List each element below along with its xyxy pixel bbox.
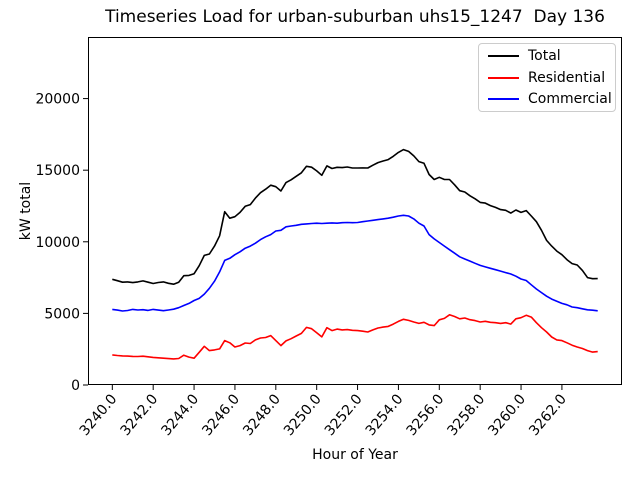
- series-line-residential: [112, 313, 598, 360]
- y-tick-label: 10000: [35, 235, 80, 251]
- series-line-total: [112, 148, 598, 286]
- x-axis-label: Hour of Year: [312, 447, 398, 463]
- x-tick-label: 3254.0: [363, 391, 407, 439]
- legend-line-sample: [488, 76, 519, 79]
- x-tick-label: 3258.0: [444, 391, 488, 439]
- x-tick-label: 3240.0: [77, 391, 121, 439]
- legend-line-sample: [488, 97, 519, 100]
- x-tick-label: 3252.0: [322, 391, 366, 439]
- x-tick-label: 3260.0: [485, 391, 529, 439]
- legend-label: Commercial: [528, 90, 612, 107]
- series-line-commercial: [112, 214, 598, 312]
- x-tick-label: 3244.0: [158, 391, 202, 439]
- y-tick-label: 5000: [44, 306, 80, 322]
- y-tick-label: 0: [71, 378, 80, 394]
- legend-entry-commercial: Commercial: [479, 89, 615, 109]
- axes-frame: [88, 37, 622, 385]
- x-tick-label: 3242.0: [118, 391, 162, 439]
- legend: Total Residential Commercial: [478, 43, 616, 112]
- legend-line-sample: [488, 55, 519, 58]
- legend-label: Total: [528, 48, 561, 65]
- x-tick-label: 3250.0: [281, 391, 325, 439]
- legend-label: Residential: [528, 69, 606, 86]
- legend-entry-residential: Residential: [479, 68, 615, 88]
- legend-entry-total: Total: [479, 46, 615, 66]
- y-tick-label: 20000: [35, 92, 80, 108]
- chart-title: Timeseries Load for urban-suburban uhs15…: [105, 7, 605, 27]
- x-tick-label: 3262.0: [526, 391, 570, 439]
- x-tick-label: 3246.0: [199, 391, 243, 439]
- x-tick-label: 3248.0: [240, 391, 284, 439]
- x-tick-label: 3256.0: [404, 391, 448, 439]
- y-tick-label: 15000: [35, 163, 80, 179]
